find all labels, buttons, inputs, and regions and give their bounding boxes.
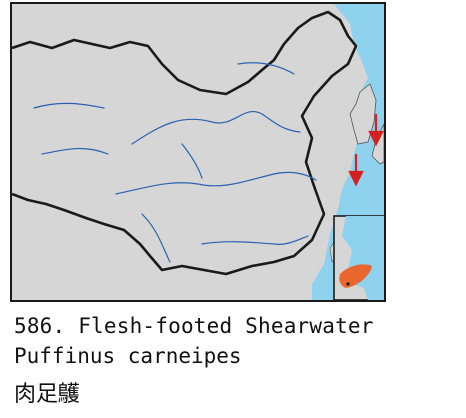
chinese-name: 肉足鸌 — [14, 382, 81, 407]
china-border — [12, 10, 358, 276]
river-west — [41, 147, 109, 155]
species-number-label: 586. Flesh-footed Shearwater — [14, 314, 374, 338]
korean-peninsula — [349, 83, 377, 145]
inset-map — [333, 215, 384, 300]
river-mid — [181, 143, 203, 179]
rivers — [33, 62, 317, 263]
river-yellow — [131, 111, 301, 145]
red-arrow-marker-1 — [368, 114, 384, 147]
river-north — [33, 102, 105, 109]
river-northeast — [237, 62, 295, 75]
river-south — [141, 213, 171, 263]
river-pearl — [201, 235, 309, 245]
river-yangtze — [115, 171, 317, 195]
range-area — [339, 264, 372, 288]
red-arrow-marker-2 — [348, 154, 364, 187]
scientific-name: Puffinus carneipes — [14, 344, 242, 368]
distribution-map — [10, 2, 386, 302]
